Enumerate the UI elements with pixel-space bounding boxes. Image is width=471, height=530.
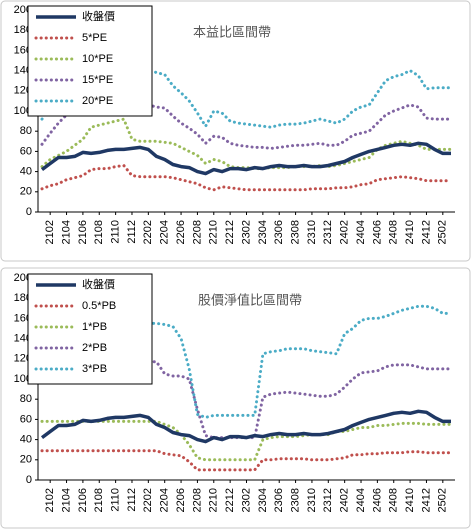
x-tick-label: 2202: [142, 220, 154, 244]
y-tick-label: 100: [14, 105, 32, 117]
x-tick-label: 2112: [126, 220, 138, 244]
legend-label: 20*PE: [82, 95, 113, 107]
x-tick-label: 2312: [322, 488, 334, 512]
y-tick-label: 160: [14, 44, 32, 56]
x-tick-label: 2502: [437, 220, 449, 244]
y-tick-label: 140: [14, 65, 32, 77]
y-tick-label: 60: [20, 413, 32, 425]
y-tick-label: 20: [20, 454, 32, 466]
x-tick-label: 2204: [159, 488, 171, 512]
x-tick-label: 2110: [110, 220, 122, 244]
x-tick-label: 2410: [404, 220, 416, 244]
legend-box: [27, 273, 153, 385]
legend-label: 2*PB: [82, 342, 107, 354]
x-tick-label: 2306: [273, 220, 285, 244]
x-tick-label: 2208: [191, 220, 203, 244]
x-tick-label: 2204: [159, 220, 171, 244]
y-tick-label: 80: [20, 393, 32, 405]
x-tick-label: 2404: [355, 220, 367, 244]
x-tick-label: 2108: [93, 220, 105, 244]
x-tick-label: 2106: [77, 488, 89, 512]
x-tick-label: 2304: [257, 488, 269, 512]
y-tick-label: 120: [14, 85, 32, 97]
x-tick-label: 2302: [240, 488, 252, 512]
x-tick-label: 2408: [388, 488, 400, 512]
chart-title: 本益比區間帶: [193, 24, 271, 39]
y-tick-label: 0: [26, 206, 32, 218]
legend-label: 3*PB: [82, 363, 107, 375]
x-tick-label: 2206: [175, 220, 187, 244]
legend: 收盤價 5*PE 10*PE 15*PE 20*PE: [27, 5, 153, 117]
x-tick-label: 2302: [240, 220, 252, 244]
x-tick-label: 2406: [371, 220, 383, 244]
y-tick-label: 200: [14, 4, 32, 16]
x-tick-label: 2502: [437, 488, 449, 512]
x-tick-label: 2410: [404, 488, 416, 512]
x-tick-label: 2104: [60, 220, 72, 244]
legend-label: 收盤價: [82, 9, 115, 23]
x-tick-label: 2106: [77, 220, 89, 244]
legend-label: 收盤價: [82, 277, 115, 291]
series-line: [40, 102, 453, 150]
x-tick-label: 2110: [110, 488, 122, 512]
series-line: [40, 291, 453, 419]
x-tick-label: 2212: [224, 488, 236, 512]
x-tick-label: 2304: [257, 220, 269, 244]
y-tick-label: 0: [26, 474, 32, 486]
y-tick-label: 160: [14, 312, 32, 324]
x-tick-label: 2206: [175, 488, 187, 512]
x-tick-label: 2404: [355, 488, 367, 512]
x-tick-label: 2210: [208, 488, 220, 512]
x-tick-label: 2406: [371, 488, 383, 512]
legend-box: [27, 5, 153, 117]
legend-label: 1*PB: [82, 321, 107, 333]
x-tick-label: 2308: [289, 220, 301, 244]
legend-label: 10*PE: [82, 53, 113, 65]
y-tick-label: 140: [14, 333, 32, 345]
x-tick-label: 2210: [208, 220, 220, 244]
series-line: [40, 449, 453, 472]
x-tick-label: 2102: [44, 220, 56, 244]
y-tick-label: 40: [20, 166, 32, 178]
y-tick-label: 60: [20, 145, 32, 157]
x-tick-label: 2310: [306, 220, 318, 244]
x-tick-label: 2208: [191, 488, 203, 512]
x-tick-label: 2306: [273, 488, 285, 512]
y-tick-label: 180: [14, 24, 32, 36]
legend-label: 15*PE: [82, 74, 113, 86]
y-tick-label: 200: [14, 272, 32, 284]
x-tick-label: 2104: [60, 488, 72, 512]
y-tick-label: 40: [20, 434, 32, 446]
x-tick-label: 2402: [339, 488, 351, 512]
x-tick-label: 2202: [142, 488, 154, 512]
series-line: [40, 419, 453, 462]
y-tick-label: 80: [20, 125, 32, 137]
series-line: [40, 164, 453, 192]
chart-title: 股價淨值比區間帶: [198, 292, 302, 307]
x-tick-label: 2412: [420, 220, 432, 244]
x-tick-label: 2102: [44, 488, 56, 512]
x-tick-label: 2412: [420, 488, 432, 512]
legend-label: 0.5*PB: [82, 300, 116, 312]
x-tick-label: 2108: [93, 488, 105, 512]
y-tick-label: 100: [14, 373, 32, 385]
x-tick-label: 2112: [126, 488, 138, 512]
x-tick-label: 2408: [388, 220, 400, 244]
series-line: [40, 141, 451, 176]
x-tick-label: 2212: [224, 220, 236, 244]
x-tick-label: 2310: [306, 488, 318, 512]
x-tick-label: 2312: [322, 220, 334, 244]
y-tick-label: 180: [14, 292, 32, 304]
legend-label: 5*PE: [82, 32, 107, 44]
y-tick-label: 120: [14, 353, 32, 365]
x-tick-label: 2308: [289, 488, 301, 512]
y-tick-label: 20: [20, 186, 32, 198]
legend: 收盤價 0.5*PB 1*PB 2*PB 3*PB: [27, 273, 153, 385]
x-tick-label: 2402: [339, 220, 351, 244]
series-line: [40, 409, 451, 444]
